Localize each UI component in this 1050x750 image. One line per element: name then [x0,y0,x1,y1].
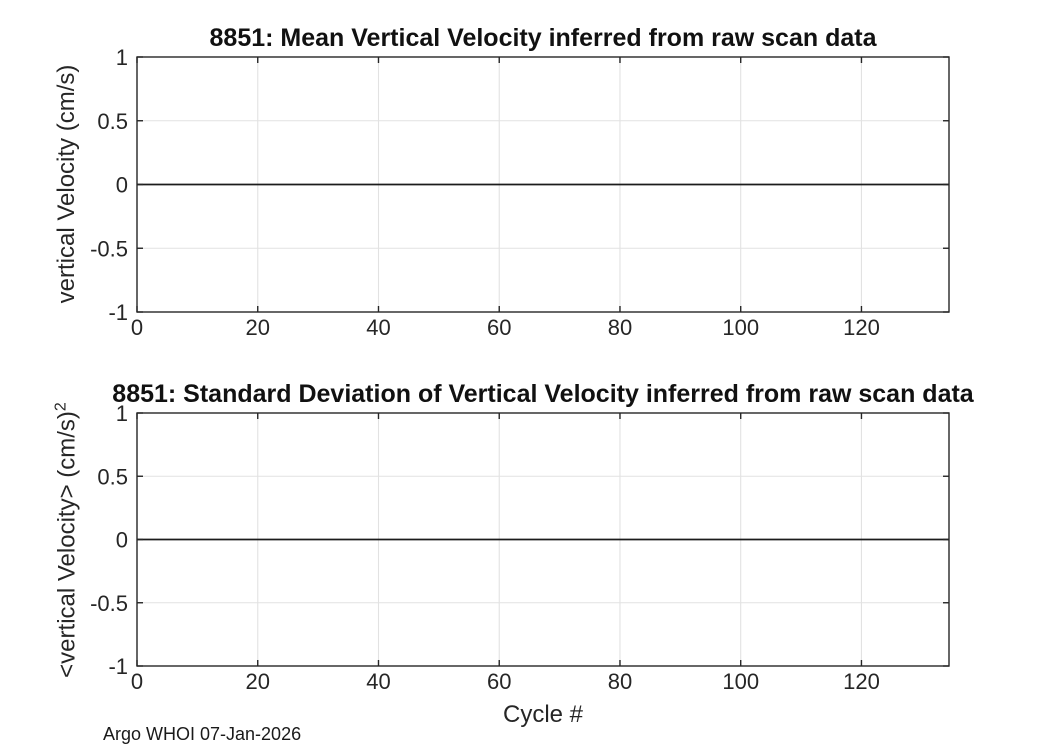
y-tick-label: -1 [108,654,128,679]
x-tick-label: 60 [487,669,511,694]
y-tick-label: 1 [116,401,128,426]
plot1-title: 8851: Mean Vertical Velocity inferred fr… [209,24,877,52]
plot2-y-axis-label-superscript: 2 [52,402,70,412]
y-tick-label: -0.5 [90,591,128,616]
x-tick-label: 40 [366,669,390,694]
x-tick-label: 100 [722,669,759,694]
y-tick-label: 0 [116,528,128,553]
x-tick-label: 100 [722,315,759,340]
x-tick-label: 80 [608,669,632,694]
plot-1: 0 20 40 60 80 100 120 -1 -0.5 0 0.5 1 [90,45,950,340]
plot1-y-axis-label-text: vertical Velocity (cm/s) [53,64,80,304]
x-axis-label: Cycle # [502,701,584,728]
x-tick-label: 0 [131,669,143,694]
x-tick-label: 80 [608,315,632,340]
x-tick-label: 120 [843,669,880,694]
y-tick-label: -0.5 [90,236,128,261]
plot1-y-axis-label: vertical Velocity (cm/s) [53,65,81,304]
plot-2: 0 20 40 60 80 100 120 -1 -0.5 0 0.5 1 [90,401,950,694]
y-tick-label: -1 [108,300,128,325]
plot2-y-axis-label-text: <vertical Velocity> (cm/s) [53,411,81,678]
x-tick-label: 120 [843,315,880,340]
x-tick-label: 20 [246,315,270,340]
plot2-title: 8851: Standard Deviation of Vertical Vel… [112,380,974,408]
y-tick-label: 1 [116,45,128,70]
y-tick-label: 0 [116,173,128,198]
y-tick-label: 0.5 [97,464,128,489]
y-tick-label: 0.5 [97,109,128,134]
plot2-y-axis-label: <vertical Velocity> (cm/s)2 [53,402,82,678]
x-tick-label: 0 [131,315,143,340]
x-tick-label: 20 [246,669,270,694]
x-tick-label: 60 [487,315,511,340]
x-tick-label: 40 [366,315,390,340]
figure-footer: Argo WHOI 07-Jan-2026 [103,724,302,744]
